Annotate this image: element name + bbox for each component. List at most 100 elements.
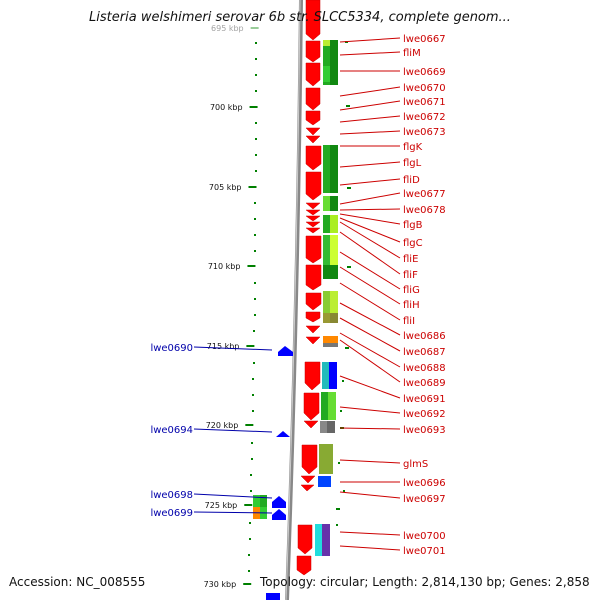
leader-line (339, 282, 401, 321)
scale-tick-label: 710 kbp (208, 262, 241, 271)
gene-label[interactable]: lwe0670 (403, 83, 446, 94)
leader-line (339, 217, 401, 243)
gene-label[interactable]: lwe0678 (403, 205, 446, 216)
scale-tick-label: 715 kbp (207, 342, 240, 351)
leader-line (339, 251, 401, 290)
gene-label[interactable]: lwe0687 (403, 347, 446, 358)
gene-lwe0699 (272, 509, 286, 520)
gene-flgL (305, 171, 322, 201)
gene-label[interactable]: lwe0671 (403, 97, 446, 108)
gene-label[interactable]: lwe0689 (403, 378, 446, 389)
gene-lwe0669 (305, 62, 321, 87)
gene-label[interactable]: fliM (403, 48, 421, 59)
gene-flgK (305, 145, 322, 171)
scale-tick (250, 27, 259, 29)
gene-fliH (305, 311, 321, 323)
gene-label[interactable]: lwe0697 (403, 494, 446, 505)
gene-label[interactable]: fliD (403, 175, 420, 186)
gene-lwe0672 (305, 127, 321, 136)
leader-line (339, 221, 401, 259)
gene-label[interactable]: fliH (403, 300, 420, 311)
gene-label[interactable]: lwe0693 (403, 425, 446, 436)
leader-line (339, 51, 401, 56)
gene-label[interactable]: fliF (403, 270, 418, 281)
leader-line (339, 406, 401, 414)
scale-tick (246, 345, 255, 347)
leader-line (339, 531, 401, 536)
gene-label[interactable]: lwe0690 (150, 343, 193, 354)
gene-label[interactable]: lwe0691 (403, 394, 446, 405)
gene-label[interactable]: fliG (403, 285, 420, 296)
gene-fliE (305, 235, 322, 264)
leader-line (339, 100, 401, 111)
forward-genes (296, 0, 322, 576)
scale-tick-label: 720 kbp (206, 421, 239, 430)
gene-label[interactable]: lwe0701 (403, 546, 446, 557)
leader-line (339, 130, 401, 135)
left-gene-labels: lwe0690 lwe0694 lwe0698 lwe0699 (150, 343, 273, 519)
scale-tick-label: 705 kbp (209, 183, 242, 192)
gene-lwe0697 (300, 484, 315, 492)
gene-lwe0698 (272, 496, 286, 508)
leader-line (339, 115, 401, 123)
gene-lwe0677 (305, 209, 321, 216)
gene-label[interactable]: glmS (403, 459, 428, 470)
gene-lwe0696 (300, 475, 316, 484)
gene-label[interactable]: lwe0696 (403, 478, 446, 489)
scale-tick-label: 700 kbp (210, 103, 243, 112)
gene-label[interactable]: lwe0692 (403, 409, 446, 420)
leader-line (193, 511, 273, 514)
gene-label[interactable]: lwe0669 (403, 67, 446, 78)
gene-label[interactable]: flgK (403, 142, 423, 153)
gene-label[interactable]: flgB (403, 220, 423, 231)
leader-line (339, 427, 401, 430)
gene-label[interactable]: flgC (403, 238, 423, 249)
leader-line (339, 339, 401, 383)
scale-tick-label: 695 kbp (211, 24, 244, 33)
gene-lwe0701 (296, 555, 312, 576)
leader-line (193, 428, 273, 433)
scale-tick (249, 106, 258, 108)
gene-label[interactable]: lwe0700 (403, 531, 446, 542)
gene-lwe0694 (276, 431, 290, 437)
gene-label[interactable]: lwe0688 (403, 363, 446, 374)
leader-line (193, 493, 273, 499)
gene-label[interactable]: lwe0699 (150, 508, 193, 519)
leader-line (339, 459, 401, 464)
leader-line (339, 231, 401, 275)
accession-label: Accession: NC_008555 (9, 575, 146, 589)
scale-ticks: 695 kbp 700 kbp 705 kbp 710 kbp 715 kbp 720 k… (204, 24, 259, 589)
scale-tick-label: 730 kbp (204, 580, 237, 589)
gene-label[interactable]: lwe0677 (403, 189, 446, 200)
gene-fliI (305, 325, 321, 334)
leader-line (339, 302, 401, 336)
gene-label[interactable]: flgL (403, 158, 422, 169)
gene-fragment (266, 593, 280, 600)
scale-tick (248, 186, 257, 188)
similarity-bars (253, 40, 338, 556)
gene-label[interactable]: lwe0694 (150, 425, 193, 436)
gene-label[interactable]: lwe0667 (403, 34, 446, 45)
gene-lwe0690 (278, 346, 293, 356)
gene-glmS (301, 444, 318, 475)
leader-line (339, 37, 401, 43)
gene-label[interactable]: lwe0686 (403, 331, 446, 342)
gene-lwe0670 (305, 87, 321, 111)
gene-flgC (305, 227, 321, 234)
leader-line (339, 178, 401, 186)
gene-label[interactable]: lwe0673 (403, 127, 446, 138)
scale-tick (247, 265, 256, 267)
gene-label[interactable]: fliE (403, 254, 418, 265)
gene-lwe0667 (305, 0, 321, 41)
gene-label[interactable]: lwe0698 (150, 490, 193, 501)
gene-flgB (305, 221, 321, 228)
gene-lwe0671 (305, 110, 321, 126)
genome-backbone-highlight (285, 0, 301, 600)
gene-label[interactable]: fliI (403, 316, 415, 327)
leader-line (339, 192, 401, 205)
map-title: Listeria welshimeri serovar 6b str. SLCC… (89, 10, 511, 25)
scale-tick (245, 424, 254, 426)
gene-label[interactable]: lwe0672 (403, 112, 446, 123)
gene-lwe0686 (305, 336, 321, 345)
scale-tick-label: 725 kbp (205, 501, 238, 510)
